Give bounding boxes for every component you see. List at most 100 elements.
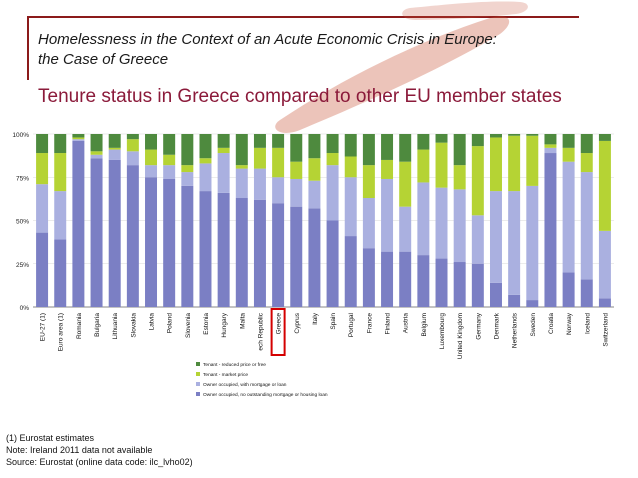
- bar-segment: [272, 147, 285, 178]
- y-tick-label: 100%: [12, 132, 29, 139]
- bar-segment: [471, 134, 484, 147]
- bar-segment: [36, 232, 49, 307]
- bar-segment: [508, 191, 521, 295]
- bar-segment: [253, 168, 266, 200]
- bar-segment: [54, 191, 67, 240]
- bar-segment: [435, 134, 448, 143]
- bar-segment: [544, 134, 557, 145]
- header-title-line1: Homelessness in the Context of an Acute …: [38, 31, 497, 48]
- header-rule: [27, 16, 579, 18]
- bar-segment: [544, 144, 557, 148]
- bar-segment: [344, 134, 357, 157]
- bar-segment: [235, 198, 248, 307]
- bar-segment: [435, 187, 448, 259]
- bar-segment: [163, 134, 176, 155]
- bar-segment: [126, 151, 139, 166]
- bar-segment: [598, 140, 611, 231]
- bar-segment: [290, 178, 303, 207]
- legend-swatch: [196, 362, 200, 366]
- bar-segment: [272, 203, 285, 307]
- bar-segment: [253, 134, 266, 148]
- x-tick-label: Sweden: [530, 313, 537, 337]
- bar-segment: [90, 151, 103, 155]
- chart-footer: (1) Eurostat estimates Note: Ireland 201…: [6, 432, 193, 468]
- bar-segment: [417, 149, 430, 183]
- bar-segment: [126, 134, 139, 140]
- footnote-source: Source: Eurostat (online data code: ilc_…: [6, 457, 193, 467]
- x-tick-label: Cyprus: [294, 312, 301, 333]
- bar-segment: [126, 139, 139, 152]
- bar-segment: [145, 165, 158, 178]
- bar-segment: [199, 191, 212, 307]
- bar-segment: [453, 134, 466, 166]
- bar-segment: [362, 134, 375, 166]
- bar-segment: [290, 161, 303, 179]
- bar-segment: [145, 177, 158, 307]
- bar-segment: [399, 251, 412, 307]
- bar-segment: [272, 134, 285, 148]
- x-tick-label: Iceland: [584, 313, 591, 334]
- y-tick-label: 0%: [20, 305, 30, 312]
- bar-segment: [381, 178, 394, 252]
- footnote-ireland: Note: Ireland 2011 data not available: [6, 445, 153, 455]
- x-tick-label: Greece: [276, 313, 283, 335]
- bar-segment: [90, 134, 103, 152]
- bar-segment: [399, 206, 412, 252]
- bar-segment: [489, 282, 502, 307]
- footnote-estimates: (1) Eurostat estimates: [6, 433, 95, 443]
- bar-segment: [290, 134, 303, 162]
- bar-segment: [544, 153, 557, 307]
- bar-segment: [217, 134, 230, 148]
- x-tick-label: Belgium: [421, 313, 428, 336]
- bar-segment: [489, 134, 502, 138]
- bar-segment: [181, 134, 194, 166]
- bar-segment: [253, 199, 266, 307]
- bar-segment: [562, 134, 575, 148]
- bar-segment: [453, 189, 466, 263]
- x-tick-label: Italy: [312, 312, 319, 325]
- bar-segment: [381, 251, 394, 307]
- bar-segment: [217, 147, 230, 154]
- x-tick-label: Croatia: [548, 313, 555, 334]
- bar-segment: [562, 272, 575, 307]
- bar-segment: [489, 191, 502, 283]
- bar-segment: [362, 165, 375, 199]
- chart-subtitle: Tenure status in Greece compared to othe…: [38, 86, 562, 107]
- bar-segment: [526, 135, 539, 186]
- bar-segment: [72, 137, 85, 140]
- y-tick-label: 25%: [16, 262, 29, 269]
- bar-segment: [526, 185, 539, 301]
- bar-segment: [580, 279, 593, 307]
- bar-segment: [90, 154, 103, 159]
- legend-label: Owner occupied, with mortgage or loan: [203, 382, 287, 388]
- bar-segment: [399, 134, 412, 162]
- bar-segment: [417, 182, 430, 256]
- bar-segment: [453, 165, 466, 190]
- legend-label: Tenant - reduced price or free: [203, 362, 266, 368]
- bar-segment: [435, 142, 448, 188]
- bar-segment: [54, 239, 67, 307]
- bar-segment: [471, 146, 484, 216]
- bar-segment: [489, 137, 502, 192]
- bar-segment: [417, 255, 430, 307]
- x-tick-label: Portugal: [348, 312, 355, 337]
- bar-segment: [108, 147, 121, 150]
- bar-segment: [54, 134, 67, 154]
- bar-segment: [36, 134, 49, 154]
- x-tick-label: Denmark: [493, 312, 500, 339]
- y-tick-label: 50%: [16, 219, 29, 226]
- bar-segment: [598, 230, 611, 299]
- bar-segment: [235, 165, 248, 169]
- x-tick-label: Malta: [239, 313, 246, 329]
- bar-segment: [308, 208, 321, 307]
- bar-segment: [163, 165, 176, 179]
- x-tick-label: Lithuania: [112, 313, 119, 340]
- x-tick-label: Germany: [475, 312, 482, 339]
- bar-segment: [108, 149, 121, 160]
- x-tick-label: Poland: [167, 313, 174, 334]
- bar-segment: [217, 153, 230, 193]
- bar-segment: [381, 159, 394, 179]
- bar-segment: [381, 134, 394, 160]
- x-tick-label: Spain: [330, 313, 337, 330]
- bar-segment: [344, 156, 357, 178]
